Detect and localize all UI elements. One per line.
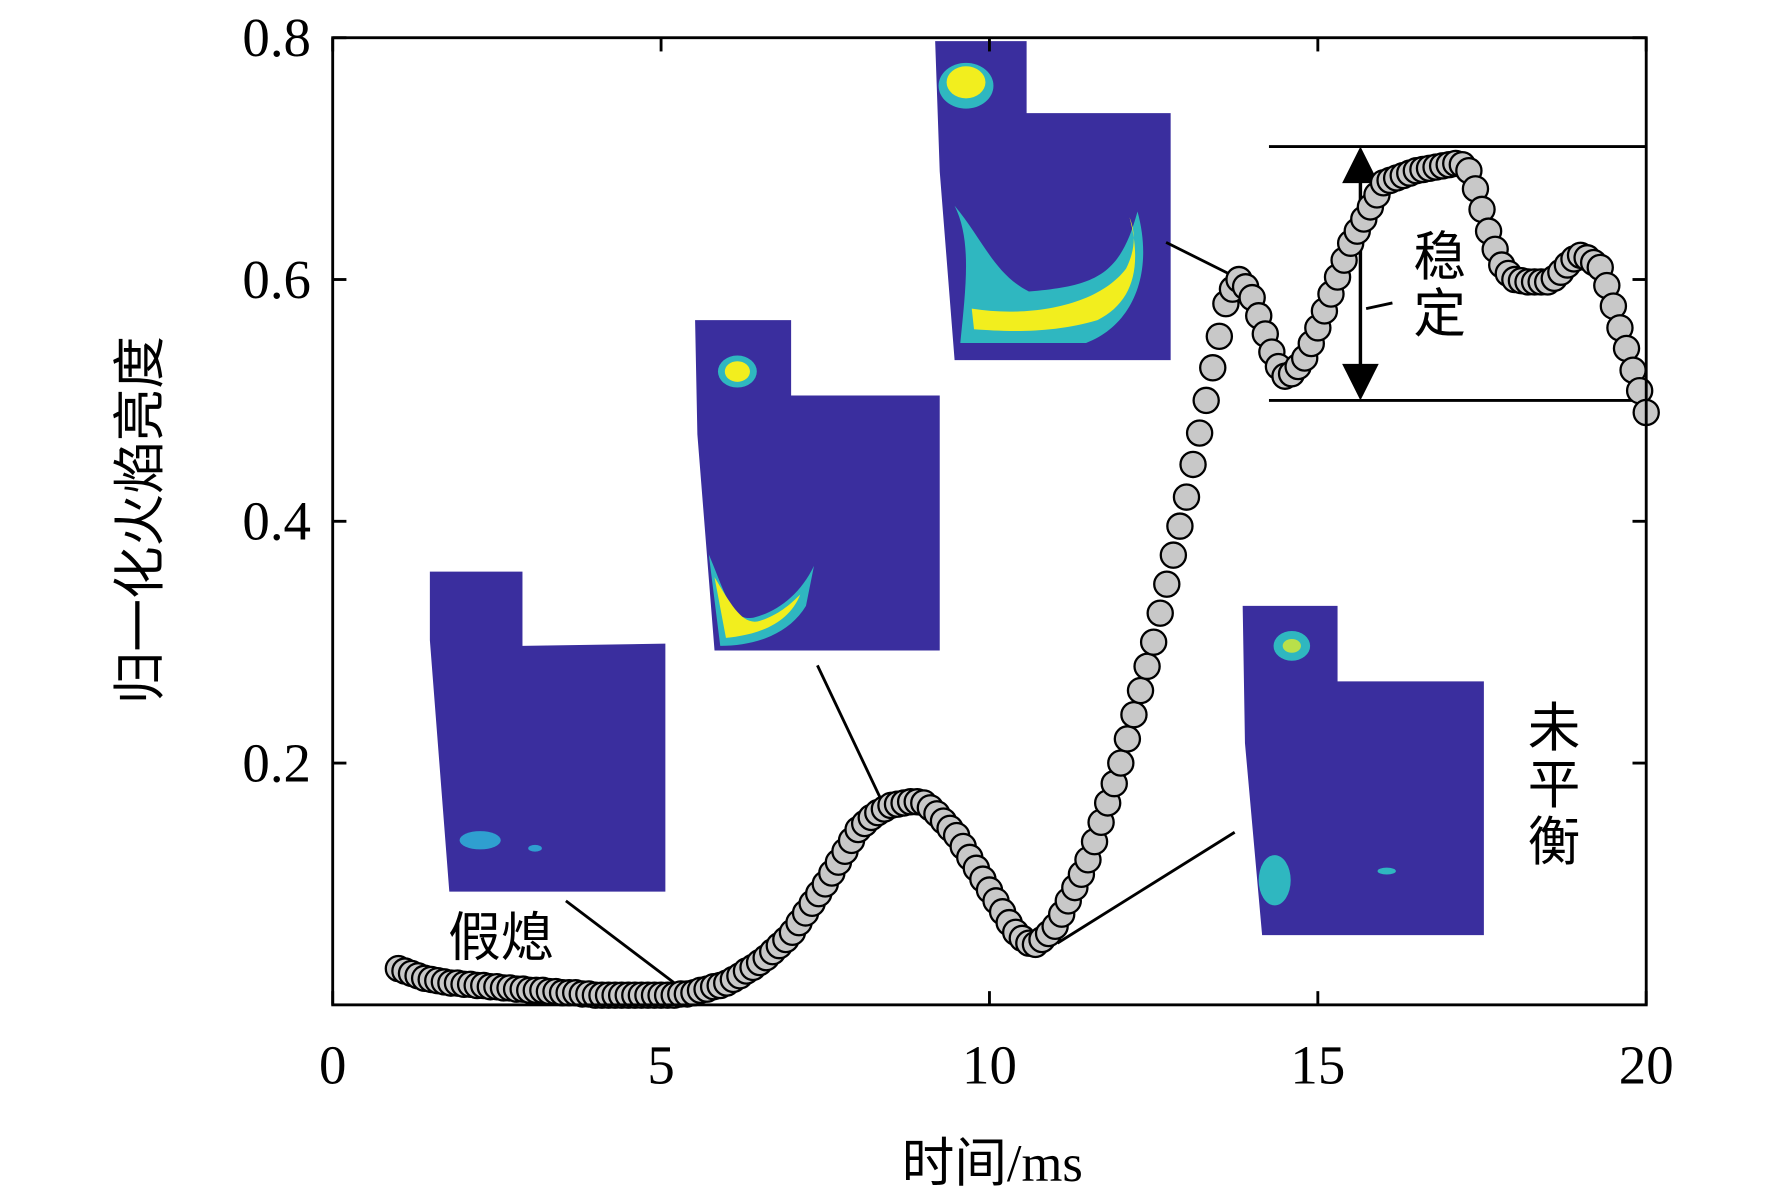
y-tick-label: 0.8 (242, 7, 311, 68)
y-tick-label: 0.4 (242, 491, 311, 552)
flame-spot (714, 577, 801, 638)
data-point (1107, 749, 1135, 777)
flame-spot (1282, 639, 1301, 653)
leader-line (565, 899, 685, 992)
data-point (1192, 386, 1220, 415)
leader-line (1056, 831, 1236, 945)
flame-spot (1258, 855, 1291, 906)
inset-image (695, 320, 940, 651)
data-point (1172, 483, 1201, 511)
leader-line (1165, 241, 1236, 278)
data-point (1133, 652, 1161, 681)
data-point (1146, 599, 1174, 627)
flame-spot (1377, 867, 1396, 875)
annotation: 未平衡 (1520, 700, 1579, 871)
annotation: 稳定 (1406, 229, 1465, 343)
data-point (1166, 512, 1194, 540)
x-tick-label: 10 (962, 1035, 1017, 1096)
y-tick-label: 0.6 (242, 249, 311, 310)
y-axis-title: 归一化火焰亮度 (112, 336, 170, 704)
data-point (1153, 570, 1181, 598)
flame-spot (528, 844, 542, 852)
leader-lines (565, 241, 1393, 992)
x-tick-label: 20 (1619, 1035, 1674, 1096)
flame-spot (724, 361, 750, 382)
x-axis-title: 时间/ms (902, 1135, 1083, 1192)
data-point (1185, 419, 1214, 447)
flame-spot (946, 66, 986, 99)
data-point (1205, 322, 1234, 351)
inset-image (429, 571, 666, 892)
data-point (1139, 628, 1168, 656)
x-tick-label: 0 (319, 1035, 346, 1096)
data-point (1126, 676, 1155, 705)
x-tick-label: 5 (647, 1035, 674, 1096)
arrow-head (1342, 363, 1379, 401)
data-point (1179, 450, 1207, 479)
flame-spot (459, 831, 501, 850)
flame-spot (971, 217, 1136, 331)
inset-images (429, 41, 1484, 936)
plot-area: 0 5 10 15 20 0.2 0.4 0.6 0.8 (242, 7, 1673, 1096)
arrow-head (1342, 146, 1379, 184)
data-point (1120, 701, 1148, 729)
leader-line (816, 664, 882, 799)
data-point (1113, 725, 1142, 753)
x-tick-label: 15 (1290, 1035, 1345, 1096)
y-tick-label: 0.2 (242, 732, 311, 793)
inset-image (1242, 605, 1484, 936)
leader-line (1365, 301, 1393, 311)
annotation: 假熄 (448, 910, 553, 968)
data-point (1159, 541, 1188, 569)
axes-frame (331, 36, 1648, 1007)
data-point (1199, 354, 1227, 382)
